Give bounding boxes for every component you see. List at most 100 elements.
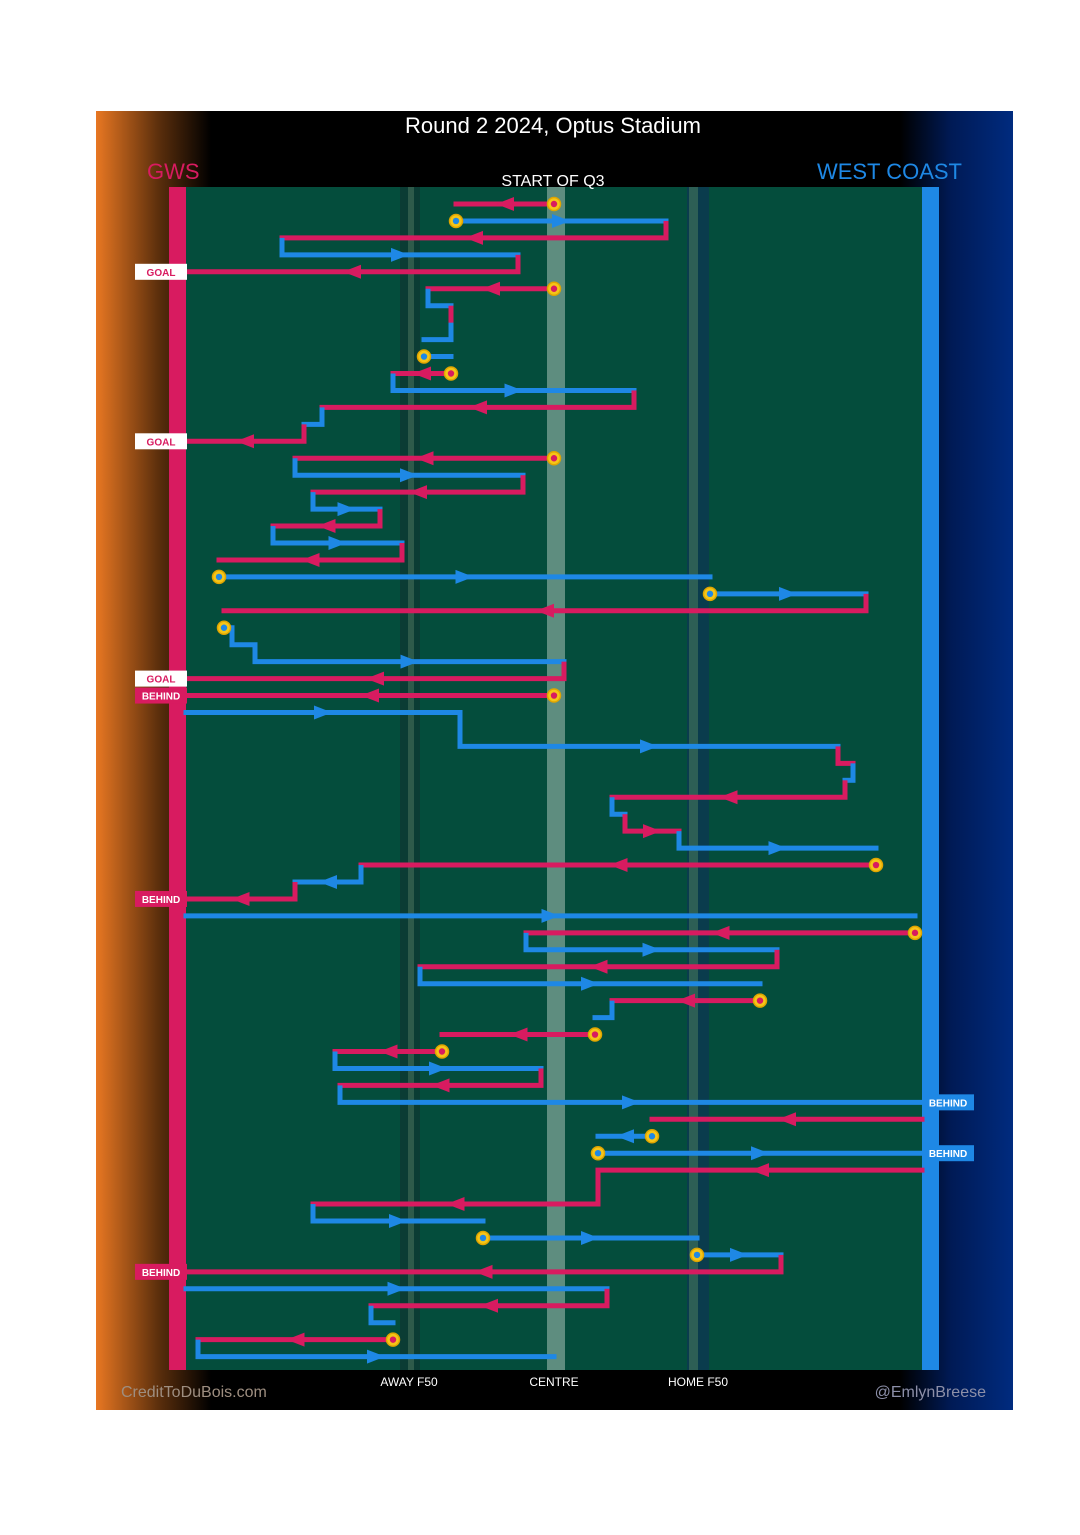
stoppage-marker xyxy=(702,586,718,602)
direction-arrow xyxy=(391,247,409,262)
stoppage-marker xyxy=(211,569,227,585)
svg-text:BEHIND: BEHIND xyxy=(929,1149,967,1160)
outcome-label: GOAL xyxy=(135,263,187,280)
stoppage-marker xyxy=(546,281,562,296)
stoppage-marker xyxy=(587,1027,603,1042)
stoppage-marker xyxy=(216,620,232,635)
svg-text:BEHIND: BEHIND xyxy=(929,1098,967,1109)
direction-arrow xyxy=(379,1044,398,1059)
stoppage-marker xyxy=(443,366,459,381)
centre-label: CENTRE xyxy=(529,1375,578,1389)
stoppage-markers xyxy=(211,196,923,1347)
stoppage-marker xyxy=(416,349,432,364)
direction-arrow xyxy=(541,908,560,923)
gws-team-label: GWS xyxy=(147,159,200,184)
direction-arrow xyxy=(642,942,661,957)
away-f50-label: AWAY F50 xyxy=(380,1375,438,1389)
possession-segments xyxy=(183,197,925,1364)
direction-arrow xyxy=(779,586,797,601)
direction-arrow xyxy=(343,264,361,279)
direction-arrow xyxy=(469,400,487,415)
outcome-label: GOAL xyxy=(135,670,187,687)
direction-arrow xyxy=(389,1214,407,1228)
direction-arrow xyxy=(455,569,474,584)
away-f50-line xyxy=(408,187,414,1370)
outcome-label: BEHIND xyxy=(135,890,187,907)
direction-arrow xyxy=(536,603,554,618)
direction-arrow xyxy=(465,230,483,245)
home-f50-line xyxy=(689,187,698,1370)
outcome-label: BEHIND xyxy=(135,687,187,704)
direction-arrow xyxy=(429,1061,447,1076)
direction-arrow xyxy=(482,281,500,296)
direction-arrow xyxy=(480,1298,498,1313)
direction-arrow xyxy=(589,959,608,974)
svg-text:BEHIND: BEHIND xyxy=(142,895,180,906)
direction-arrow xyxy=(581,1230,599,1245)
direction-arrow xyxy=(751,1163,769,1178)
direction-arrow xyxy=(622,1095,640,1110)
outcome-label: BEHIND xyxy=(922,1145,974,1162)
centre-band xyxy=(547,187,565,1370)
direction-arrow xyxy=(496,197,514,211)
chart-subtitle: START OF Q3 xyxy=(501,173,604,190)
direction-arrow xyxy=(768,841,787,856)
direction-arrow xyxy=(231,891,250,906)
direction-arrow xyxy=(413,366,431,381)
svg-text:GOAL: GOAL xyxy=(147,268,176,279)
stoppage-marker xyxy=(475,1230,491,1246)
stoppage-marker xyxy=(434,1044,450,1059)
direction-arrow xyxy=(552,213,570,228)
direction-arrow xyxy=(711,925,730,940)
direction-arrow xyxy=(730,1247,748,1262)
direction-arrow xyxy=(319,875,337,889)
direction-arrow xyxy=(509,1027,528,1042)
direction-arrow xyxy=(609,858,628,873)
stoppage-marker xyxy=(752,993,768,1008)
direction-arrow xyxy=(677,993,695,1008)
svg-text:BEHIND: BEHIND xyxy=(142,1268,180,1279)
west-coast-team-label: WEST COAST xyxy=(817,159,962,184)
stoppage-marker xyxy=(385,1332,401,1347)
svg-text:GOAL: GOAL xyxy=(147,437,176,448)
direction-arrow xyxy=(616,1129,634,1144)
stoppage-marker xyxy=(644,1129,660,1144)
stoppage-marker xyxy=(689,1247,705,1263)
direction-arrow xyxy=(415,451,434,466)
direction-arrow xyxy=(431,1078,450,1093)
home-f50-label: HOME F50 xyxy=(668,1375,728,1389)
stoppage-marker xyxy=(868,857,884,873)
direction-arrow xyxy=(474,1264,493,1279)
stoppage-marker xyxy=(907,925,923,941)
direction-arrow xyxy=(286,1332,305,1347)
direction-arrow xyxy=(387,1281,406,1296)
outcome-label: BEHIND xyxy=(922,1094,974,1111)
direction-arrow xyxy=(504,383,523,398)
direction-arrow xyxy=(409,485,427,500)
svg-text:BEHIND: BEHIND xyxy=(142,692,180,703)
direction-arrow xyxy=(446,1197,465,1212)
direction-arrow xyxy=(581,976,599,991)
stoppage-marker xyxy=(448,213,464,229)
outcome-label: BEHIND xyxy=(135,1263,187,1280)
gws-goal-bar xyxy=(169,187,186,1370)
direction-arrow xyxy=(328,536,347,550)
direction-arrow xyxy=(337,502,356,517)
outcome-labels: GOAL GOAL GOAL BEHIND BEHIND BEHIND BEHIND BEHI… xyxy=(135,263,974,1280)
stoppage-marker xyxy=(546,688,562,703)
direction-arrow xyxy=(643,824,661,839)
footer-credit: CreditToDuBois.com xyxy=(121,1384,267,1401)
direction-arrow xyxy=(367,1349,385,1364)
svg-text:GOAL: GOAL xyxy=(147,675,176,686)
direction-arrow xyxy=(317,519,336,534)
direction-arrow xyxy=(236,434,254,449)
west-coast-goal-bar xyxy=(922,187,939,1370)
chart-title: Round 2 2024, Optus Stadium xyxy=(405,113,701,138)
direction-arrow xyxy=(400,654,419,669)
stoppage-marker xyxy=(546,196,562,212)
direction-arrow xyxy=(640,739,658,754)
outcome-label: GOAL xyxy=(135,433,187,450)
direction-arrow xyxy=(751,1146,769,1161)
direction-arrow xyxy=(366,671,384,686)
